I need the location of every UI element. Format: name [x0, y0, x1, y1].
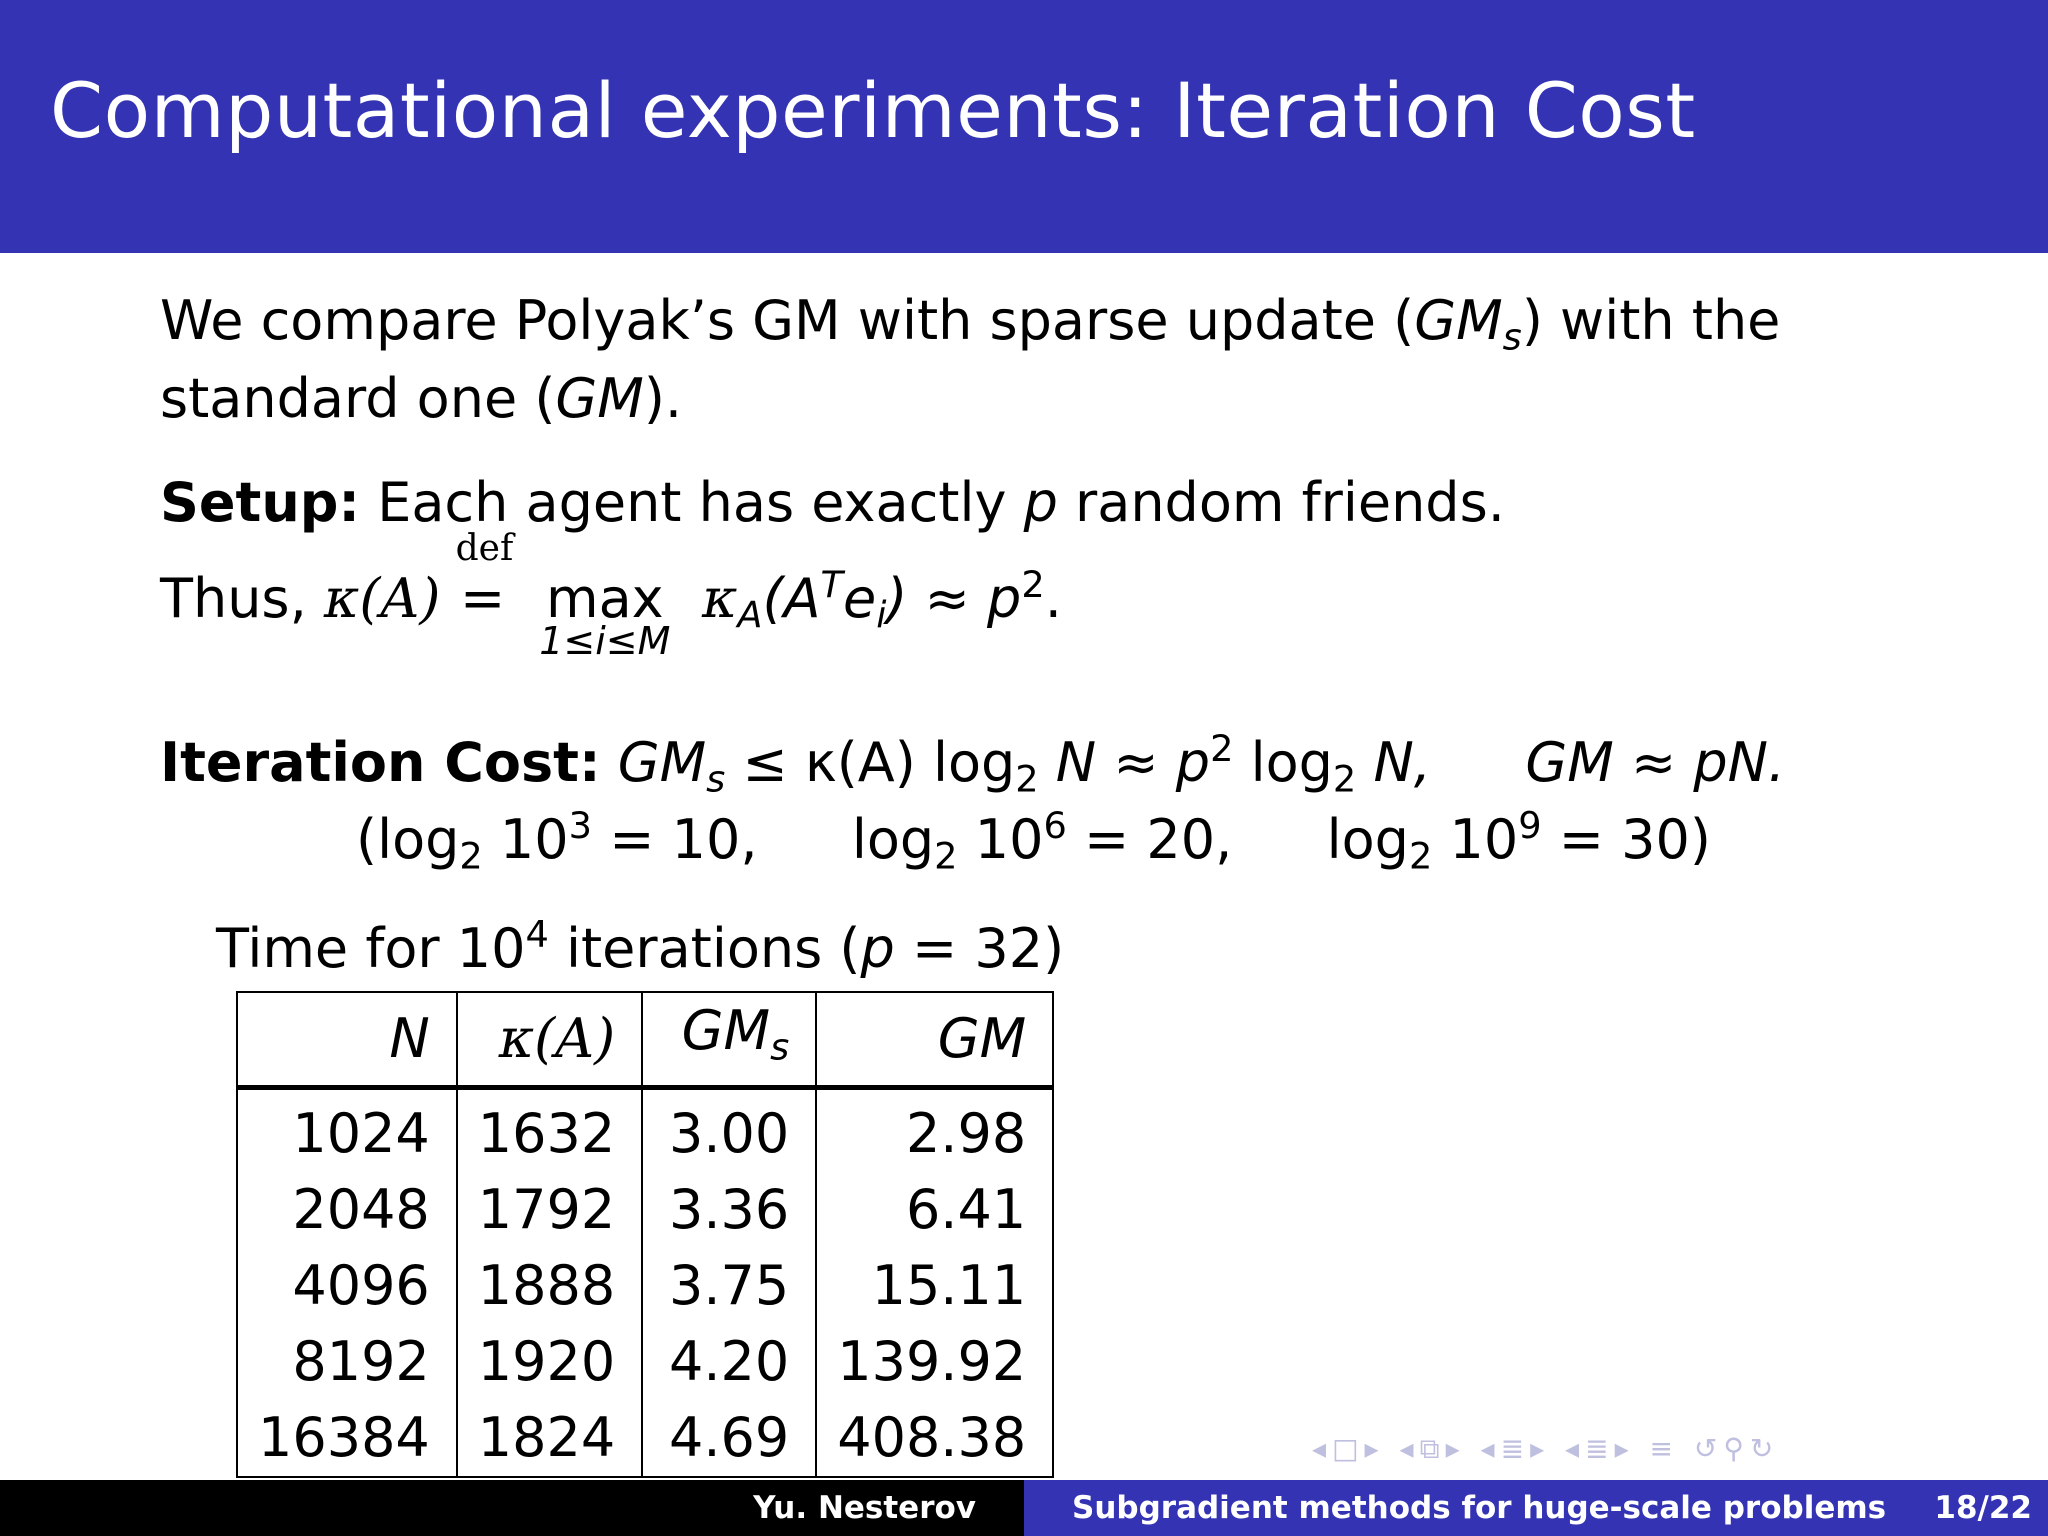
slide-title: Computational experiments: Iteration Cos…	[50, 66, 1696, 155]
table-row: 2048 1792 3.36 6.41	[236, 1172, 1055, 1249]
slide-content: We compare Polyak’s GM with sparse updat…	[160, 289, 1786, 1479]
footer: Yu. Nesterov Subgradient methods for hug…	[0, 1480, 2048, 1536]
results-table: N κ(A) GMs GM 1024 1632 3.00 2.98 2048 1792 3…	[236, 991, 1055, 1479]
nav-align-icon[interactable]: ≡	[1649, 1432, 1679, 1465]
footer-talk-title: Subgradient methods for huge-scale probl…	[1072, 1490, 1887, 1526]
setup-line: Setup: Each agent has exactly p random f…	[160, 471, 1505, 534]
thus-line: Thus, κ(A) def = max 1≤i≤M κA(ATei) ≈ p2.	[160, 528, 1062, 664]
nav-frame-icon[interactable]: □	[1332, 1432, 1365, 1465]
header-gms: GMs	[641, 991, 818, 1091]
nav-section-icon[interactable]: ≣	[1585, 1432, 1615, 1465]
def-equals: def =	[455, 528, 514, 631]
nav-next-arrow[interactable]: ▸	[1445, 1432, 1466, 1465]
table-row: 4096 1888 3.75 15.11	[236, 1248, 1055, 1325]
footer-title-bar: Subgradient methods for huge-scale probl…	[1024, 1480, 2048, 1536]
nav-subsection-icon[interactable]: ⧉	[1419, 1432, 1446, 1465]
table-row: 16384 1824 4.69 408.38	[236, 1400, 1055, 1479]
nav-prev-arrow[interactable]: ◂	[1312, 1432, 1333, 1465]
table-row: 8192 1920 4.20 139.92	[236, 1324, 1055, 1401]
title-bar: Computational experiments: Iteration Cos…	[0, 0, 2048, 253]
log-values-line: (log2 103 = 10, log2 106 = 20, log2 109 …	[356, 804, 1711, 878]
footer-author: Yu. Nesterov	[0, 1480, 1024, 1536]
table-row: 1024 1632 3.00 2.98	[236, 1087, 1055, 1173]
nav-section-icon[interactable]: ≣	[1500, 1432, 1531, 1465]
table-caption: Time for 104 iterations (p = 32)	[216, 913, 1065, 981]
header-kappa: κ(A)	[455, 991, 644, 1091]
beamer-navigation: ◂□▸ ◂⧉▸ ◂≣▸ ◂≣▸ ≡ ↺⚲↻	[1312, 1432, 1779, 1468]
setup-label: Setup:	[160, 471, 361, 534]
nav-search-icon[interactable]: ↺⚲↻	[1693, 1432, 1780, 1465]
iteration-cost-label: Iteration Cost:	[160, 731, 601, 795]
footer-page-number: 18/22	[1934, 1490, 2032, 1526]
intro-line-2: standard one (GM).	[160, 367, 683, 430]
table-header-row: N κ(A) GMs GM	[236, 991, 1055, 1091]
header-gm: GM	[815, 991, 1055, 1091]
intro-line-1: We compare Polyak’s GM with sparse updat…	[160, 289, 1781, 359]
max-operator: max 1≤i≤M	[539, 567, 671, 664]
nav-next-arrow[interactable]: ▸	[1614, 1432, 1635, 1465]
header-n: N	[236, 991, 458, 1091]
iteration-cost-line: Iteration Cost: GMs ≤ κ(A) log2 N ≈ p2 l…	[160, 727, 1786, 801]
nav-prev-arrow[interactable]: ◂	[1565, 1432, 1586, 1465]
nav-next-arrow[interactable]: ▸	[1530, 1432, 1551, 1465]
nav-prev-arrow[interactable]: ◂	[1480, 1432, 1501, 1465]
nav-prev-arrow[interactable]: ◂	[1399, 1432, 1420, 1465]
nav-next-arrow[interactable]: ▸	[1364, 1432, 1385, 1465]
